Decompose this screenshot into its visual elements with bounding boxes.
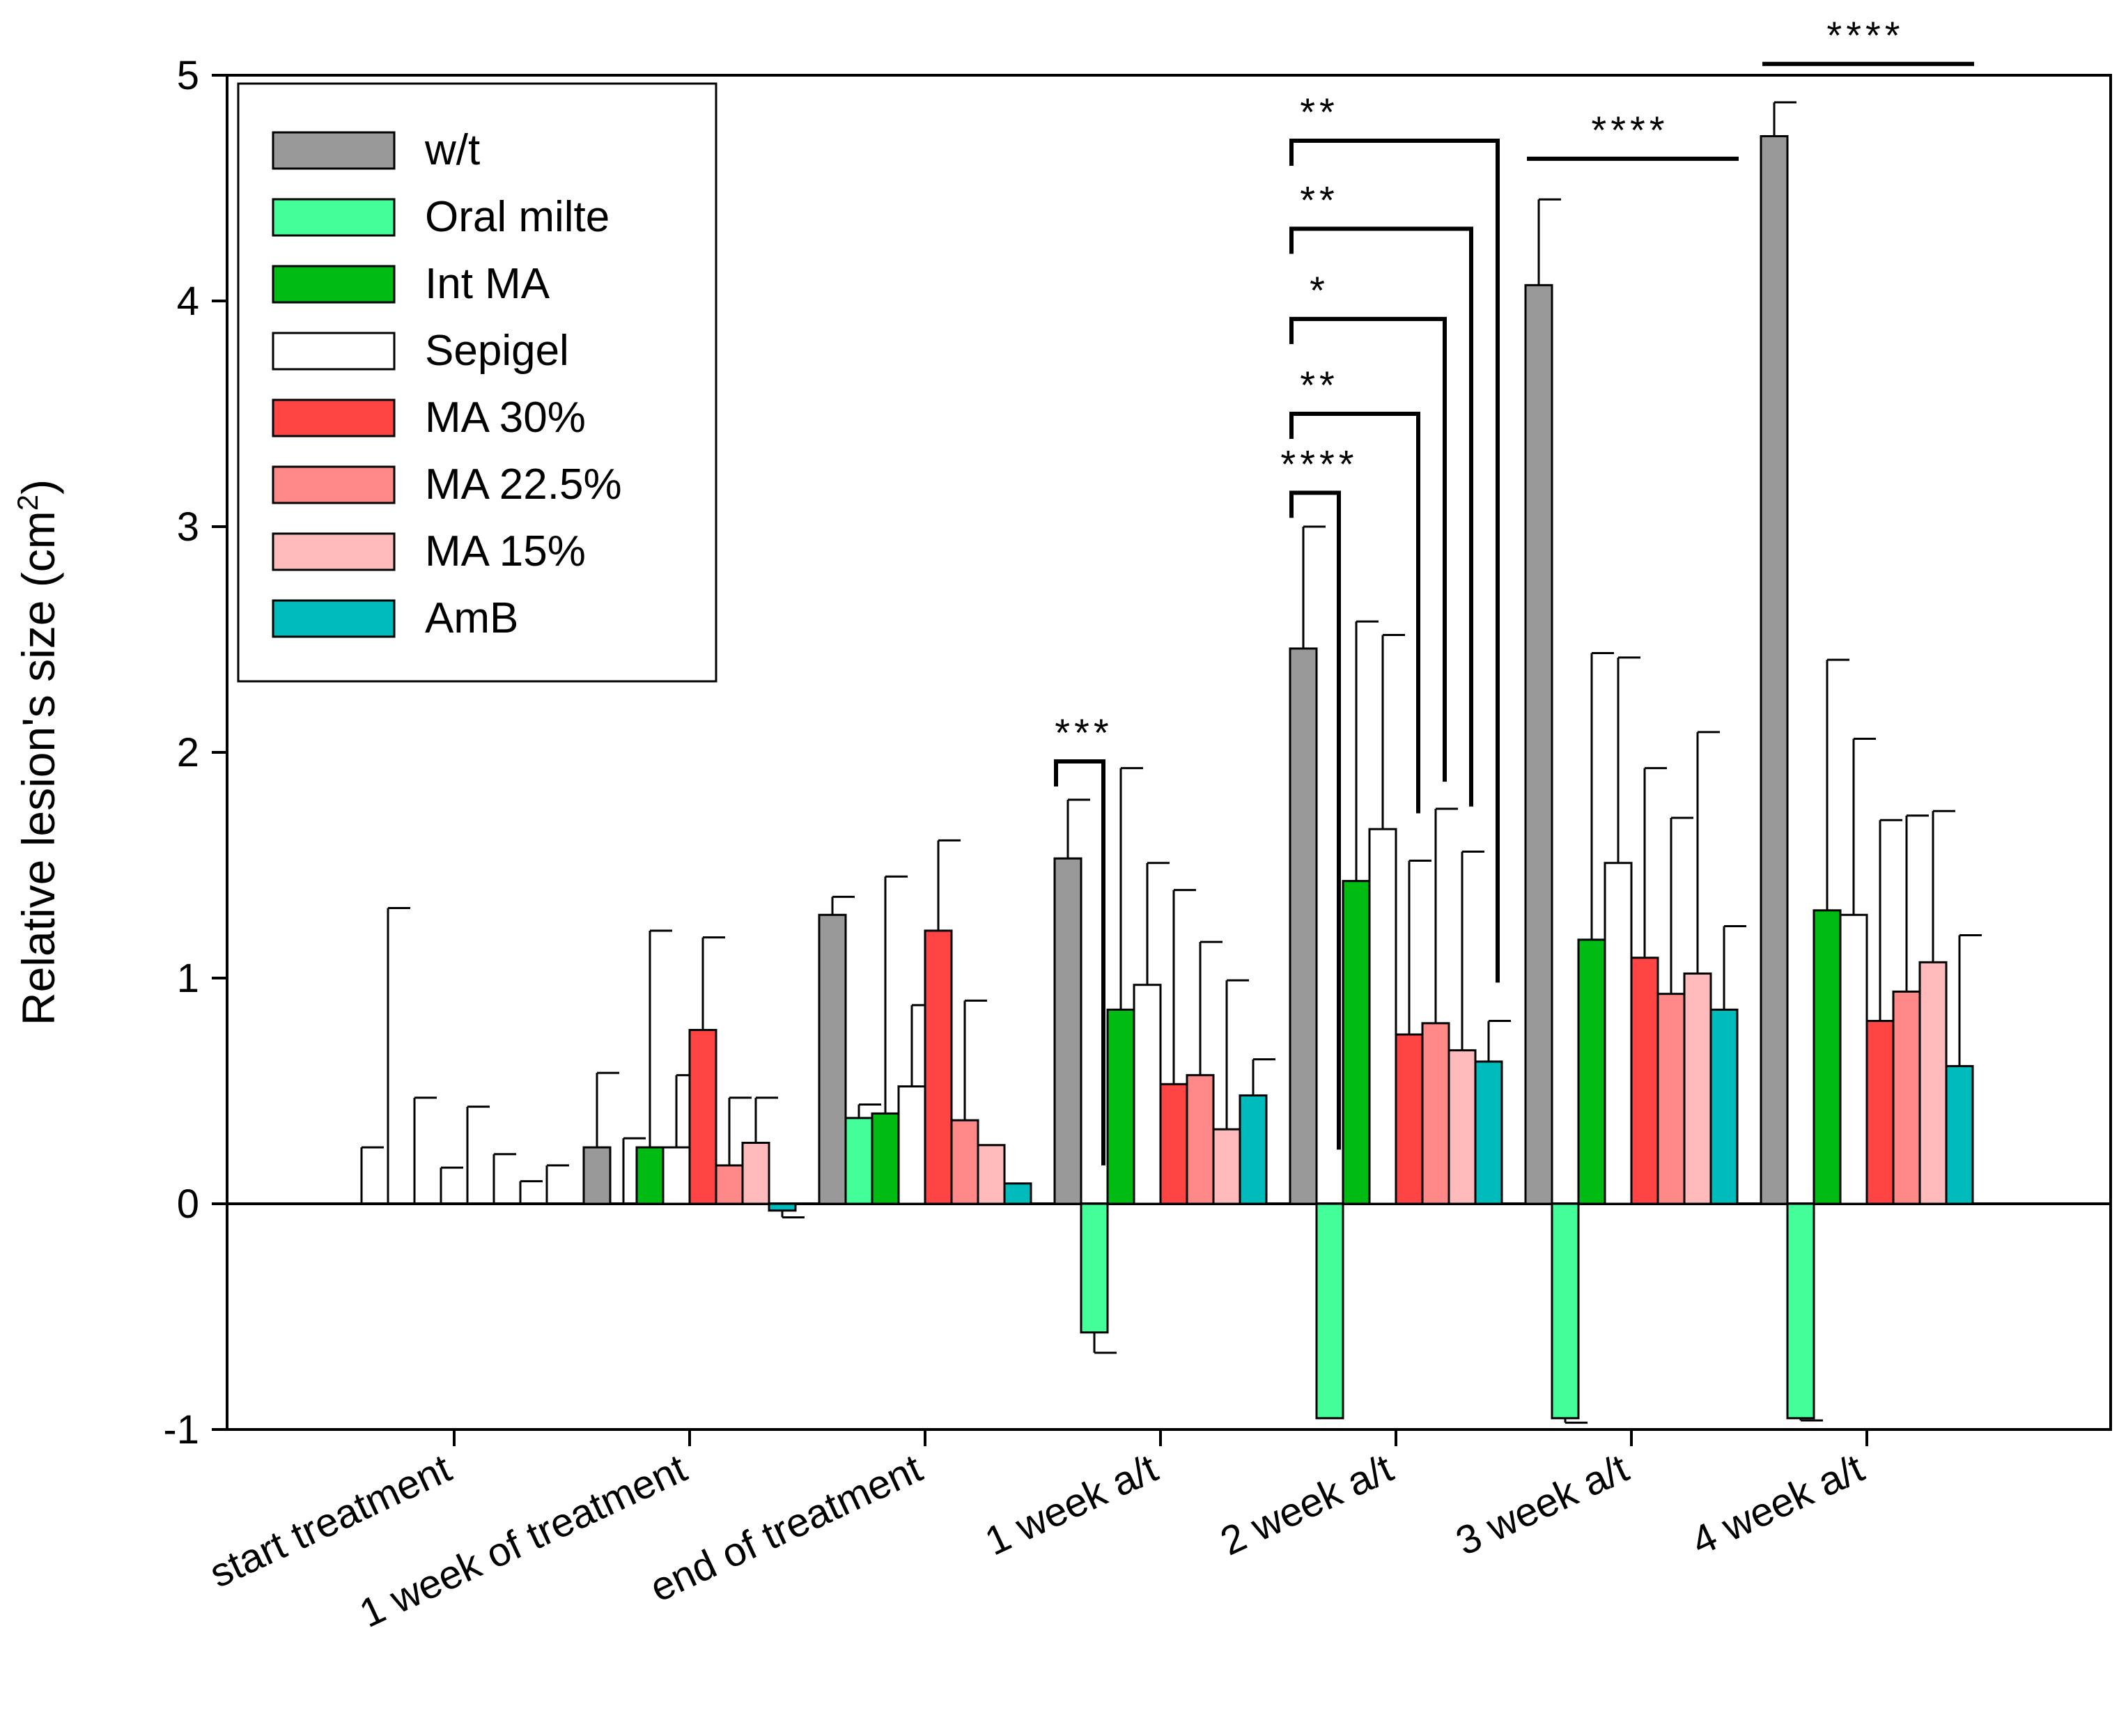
bar xyxy=(1133,984,1162,1205)
bar xyxy=(1656,993,1686,1205)
bar xyxy=(1186,1074,1215,1205)
legend-label: AmB xyxy=(425,594,518,642)
bar xyxy=(1709,1008,1739,1205)
bar xyxy=(1892,990,1921,1205)
bar xyxy=(1421,1022,1450,1205)
bar xyxy=(1524,284,1553,1205)
x-tick-label: 1 week a/t xyxy=(978,1446,1164,1565)
bar xyxy=(635,1146,665,1205)
bar xyxy=(715,1164,744,1205)
legend-label: Oral milte xyxy=(425,193,610,241)
y-tick-label: 0 xyxy=(177,1181,199,1227)
legend-label: MA 15% xyxy=(425,527,586,575)
y-tick-label: 5 xyxy=(177,53,199,98)
legend-box xyxy=(237,82,717,683)
significance-annotations: ************** ******** xyxy=(1054,13,1974,1165)
significance-label: **** xyxy=(1826,13,1904,57)
legend-label: MA 22.5% xyxy=(425,460,622,509)
y-tick-label: 1 xyxy=(177,956,199,1001)
significance-bracket xyxy=(1289,412,1420,814)
bar xyxy=(1865,1020,1895,1205)
bar xyxy=(662,1146,691,1205)
bar xyxy=(1239,1094,1268,1205)
bar xyxy=(1106,1008,1135,1205)
legend-swatch xyxy=(272,131,396,170)
legend: w/t Oral milte Int MA Sepigel MA 30% MA 22.5%… xyxy=(237,82,717,683)
significance-label: ** xyxy=(1300,363,1339,407)
y-tick-label: 4 xyxy=(177,279,199,324)
bar xyxy=(1159,1083,1188,1205)
bar xyxy=(1786,1202,1815,1420)
bar xyxy=(1447,1049,1477,1205)
bar xyxy=(1289,647,1318,1205)
significance-bracket xyxy=(1289,490,1341,1150)
bar xyxy=(950,1119,979,1205)
significance-label: **** xyxy=(1591,108,1668,152)
bar xyxy=(1683,972,1712,1205)
bar xyxy=(871,1112,900,1205)
y-axis-label: Relative lesion's size (cm2) xyxy=(11,479,64,1025)
legend-label: w/t xyxy=(424,126,480,174)
bar xyxy=(1945,1064,1974,1205)
bar xyxy=(1813,909,1842,1205)
legend-swatch xyxy=(272,465,396,504)
bar xyxy=(1918,961,1948,1205)
bar xyxy=(1604,862,1633,1205)
bar xyxy=(1760,134,1789,1205)
bar xyxy=(582,1146,612,1205)
legend-swatch xyxy=(272,398,396,437)
significance-bracket xyxy=(1289,316,1447,782)
legend-swatch xyxy=(272,198,396,237)
legend-label: MA 30% xyxy=(425,394,586,442)
bar xyxy=(924,929,953,1205)
significance-label: ** xyxy=(1300,178,1339,222)
bar xyxy=(1368,828,1397,1205)
x-tick-label: 3 week a/t xyxy=(1449,1446,1635,1565)
y-tick-label: 2 xyxy=(177,730,199,775)
significance-label: **** xyxy=(1280,442,1358,486)
x-tick-label: 4 week a/t xyxy=(1684,1446,1870,1565)
x-tick-label: 2 week a/t xyxy=(1213,1446,1399,1565)
bar xyxy=(1839,913,1868,1205)
legend-swatch xyxy=(272,265,396,304)
bars xyxy=(360,101,1982,1424)
bar xyxy=(897,1085,926,1205)
bar xyxy=(1577,938,1606,1205)
bar xyxy=(977,1144,1006,1205)
significance-bracket xyxy=(1289,138,1500,983)
bar xyxy=(1630,956,1659,1205)
bar xyxy=(688,1029,717,1205)
bar xyxy=(1003,1182,1032,1205)
y-tick-label: -1 xyxy=(163,1407,199,1452)
bar xyxy=(1315,1202,1344,1420)
bar xyxy=(1474,1060,1503,1205)
bar xyxy=(768,1202,797,1212)
legend-swatch xyxy=(272,599,396,638)
legend-swatch xyxy=(272,532,396,571)
legend-label: Int MA xyxy=(425,260,550,308)
significance-bracket xyxy=(1289,226,1473,807)
significance-label: *** xyxy=(1055,711,1112,754)
significance-label: * xyxy=(1310,268,1329,312)
legend-swatch xyxy=(272,332,396,371)
bar xyxy=(1551,1202,1580,1420)
y-tick-label: 3 xyxy=(177,504,199,550)
bar xyxy=(1053,857,1082,1205)
bar xyxy=(1212,1128,1241,1205)
x-tick-label: end of treatment xyxy=(643,1446,929,1611)
bar xyxy=(741,1142,770,1205)
legend-label: Sepigel xyxy=(425,327,569,375)
significance-label: ** xyxy=(1300,90,1339,134)
bar xyxy=(818,913,847,1205)
significance-bracket xyxy=(1054,759,1105,1165)
bar xyxy=(844,1117,874,1205)
bar xyxy=(1080,1202,1109,1334)
bar xyxy=(1395,1033,1424,1205)
bar xyxy=(1342,880,1371,1205)
